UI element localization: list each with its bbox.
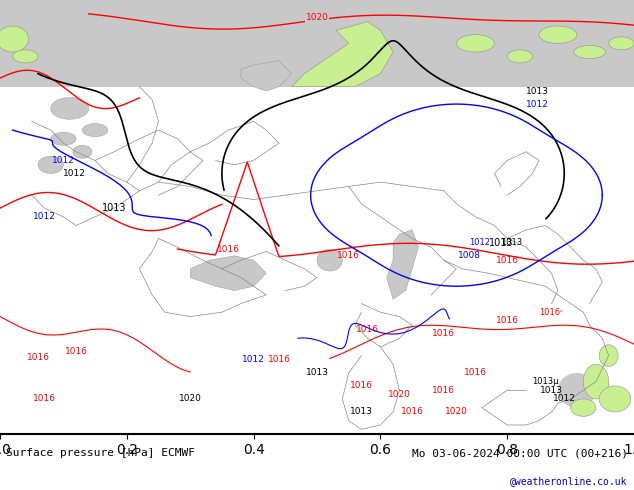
Text: 1020: 1020: [306, 13, 328, 22]
Ellipse shape: [82, 123, 108, 137]
Text: 1016: 1016: [217, 245, 240, 254]
Text: 1012: 1012: [242, 355, 265, 365]
Polygon shape: [292, 22, 393, 87]
Text: 1016ᶜ: 1016ᶜ: [540, 308, 564, 317]
Text: 1016: 1016: [401, 408, 424, 416]
Ellipse shape: [0, 26, 29, 52]
Ellipse shape: [317, 249, 342, 271]
Ellipse shape: [507, 50, 533, 63]
Ellipse shape: [609, 37, 634, 50]
Ellipse shape: [51, 98, 89, 119]
Text: @weatheronline.co.uk: @weatheronline.co.uk: [510, 477, 628, 487]
Ellipse shape: [51, 132, 76, 145]
Ellipse shape: [38, 156, 63, 173]
Text: 1016: 1016: [464, 368, 487, 377]
Ellipse shape: [73, 145, 92, 158]
Ellipse shape: [456, 35, 495, 52]
Text: 1013: 1013: [306, 368, 328, 377]
Text: 1012: 1012: [469, 238, 490, 247]
Text: 1020: 1020: [445, 408, 468, 416]
Text: 1012: 1012: [52, 156, 75, 165]
Text: 1016: 1016: [65, 347, 87, 356]
Text: 1013µ: 1013µ: [532, 377, 559, 386]
Text: Surface pressure [hPa] ECMWF: Surface pressure [hPa] ECMWF: [6, 448, 195, 458]
Text: 1013: 1013: [501, 238, 522, 247]
Text: 1013: 1013: [540, 386, 563, 395]
Ellipse shape: [574, 46, 605, 58]
Ellipse shape: [539, 26, 577, 44]
Text: 1013: 1013: [526, 87, 549, 96]
Ellipse shape: [558, 373, 596, 408]
Ellipse shape: [571, 399, 596, 416]
Text: 1016: 1016: [33, 394, 56, 403]
Text: 1012: 1012: [63, 169, 86, 178]
Text: 1016: 1016: [432, 386, 455, 395]
Text: 1016: 1016: [27, 353, 49, 362]
Text: 1012: 1012: [553, 394, 576, 403]
Text: 1013: 1013: [350, 408, 373, 416]
Polygon shape: [241, 61, 292, 91]
Text: 1008: 1008: [458, 251, 481, 260]
Polygon shape: [387, 230, 418, 299]
Text: 1016: 1016: [356, 325, 379, 334]
Text: Mo 03-06-2024 00:00 UTC (00+216): Mo 03-06-2024 00:00 UTC (00+216): [411, 448, 628, 458]
Text: 1020: 1020: [388, 390, 411, 399]
Text: 1016: 1016: [350, 381, 373, 391]
Text: 1016: 1016: [496, 256, 519, 265]
Text: 1016: 1016: [268, 355, 290, 365]
Ellipse shape: [13, 50, 38, 63]
Text: 1012: 1012: [526, 99, 549, 109]
Text: 1020: 1020: [179, 394, 202, 403]
Text: 1016: 1016: [432, 329, 455, 339]
Bar: [0, 0, 634, 87]
Polygon shape: [190, 256, 266, 291]
Ellipse shape: [583, 364, 609, 399]
Text: 1016: 1016: [496, 317, 519, 325]
Text: 1013: 1013: [102, 203, 126, 213]
Ellipse shape: [599, 345, 618, 367]
Text: 1013: 1013: [489, 238, 513, 248]
Text: 1016: 1016: [337, 251, 360, 260]
Text: 1012: 1012: [33, 212, 56, 221]
Ellipse shape: [599, 386, 631, 412]
